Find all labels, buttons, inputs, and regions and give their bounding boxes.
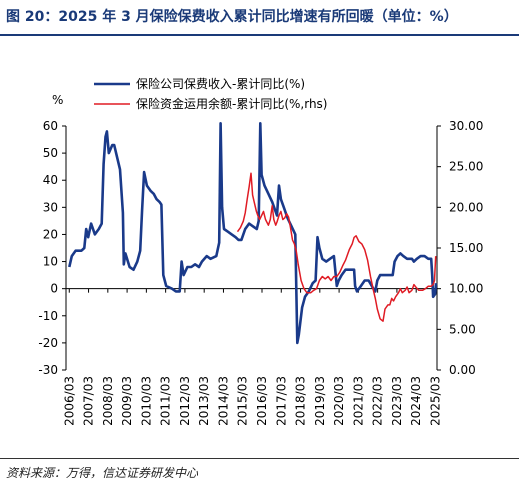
left-y-tick-label: -30	[38, 363, 58, 377]
left-y-tick-label: 30	[43, 200, 58, 214]
x-tick-label: 2020/03	[332, 376, 346, 426]
x-tick-label: 2021/03	[351, 376, 365, 426]
x-tick-label: 2011/03	[159, 376, 173, 426]
left-y-tick-label: -20	[38, 336, 58, 350]
x-tick-label: 2015/03	[236, 376, 250, 426]
left-y-tick-label: 50	[43, 146, 58, 160]
legend-label-fund: 保险资金运用余额-累计同比(%,rhs)	[136, 96, 328, 111]
x-tick-label: 2013/03	[197, 376, 211, 426]
x-tick-label: 2008/03	[101, 376, 115, 426]
fund-balance-yoy-line	[236, 172, 437, 322]
legend: 保险公司保费收入-累计同比(%) 保险资金运用余额-累计同比(%,rhs)	[94, 76, 328, 111]
x-tick-label: 2018/03	[294, 376, 308, 426]
chart-title: 图 20：2025 年 3 月保险保费收入累计同比增速有所回暖（单位：%）	[6, 9, 458, 25]
x-tick-label: 2017/03	[274, 376, 288, 426]
line-chart: 60 50 40 30 20 10 0 -10 -20 -30% 30.00 25.00 20.00 15…	[38, 76, 483, 426]
axes: 60 50 40 30 20 10 0 -10 -20 -30% 30.00 25.00 20.00 15…	[38, 93, 483, 426]
right-y-tick-label: 10.00	[449, 282, 483, 296]
x-tick-label: 2010/03	[139, 376, 153, 426]
source-divider	[0, 458, 519, 459]
x-tick-label: 2009/03	[120, 376, 134, 426]
x-tick-label: 2014/03	[216, 376, 230, 426]
chart-source: 资料来源：万得，信达证券研发中心	[6, 466, 199, 480]
left-y-tick-label: 40	[43, 173, 58, 187]
left-y-unit-label: %	[52, 93, 63, 107]
left-y-tick-label: 0	[50, 282, 58, 296]
left-y-tick-label: 60	[43, 119, 58, 133]
right-y-tick-label: 15.00	[449, 241, 483, 255]
x-tick-label: 2006/03	[62, 376, 76, 426]
left-y-tick-label: 20	[43, 227, 58, 241]
right-y-tick-label: 0.00	[449, 363, 476, 377]
right-y-tick-label: 25.00	[449, 160, 483, 174]
series-lines	[68, 122, 438, 345]
x-tick-label: 2023/03	[390, 376, 404, 426]
x-tick-label: 2019/03	[313, 376, 327, 426]
right-y-tick-label: 30.00	[449, 119, 483, 133]
legend-label-premium: 保险公司保费收入-累计同比(%)	[136, 76, 305, 91]
x-tick-label: 2016/03	[255, 376, 269, 426]
left-y-tick-label: 10	[43, 255, 58, 269]
title-divider	[0, 34, 519, 36]
right-y-tick-label: 5.00	[449, 322, 476, 336]
x-tick-label: 2012/03	[178, 376, 192, 426]
x-tick-label: 2024/03	[409, 376, 423, 426]
x-tick-label: 2022/03	[371, 376, 385, 426]
x-tick-label: 2025/03	[428, 376, 442, 426]
left-y-tick-label: -10	[38, 309, 58, 323]
x-tick-label: 2007/03	[82, 376, 96, 426]
premium-income-yoy-line	[68, 122, 438, 345]
plot-area: 60 50 40 30 20 10 0 -10 -20 -30% 30.00 25.00 20.00 15…	[38, 76, 483, 426]
right-y-tick-label: 20.00	[449, 200, 483, 214]
